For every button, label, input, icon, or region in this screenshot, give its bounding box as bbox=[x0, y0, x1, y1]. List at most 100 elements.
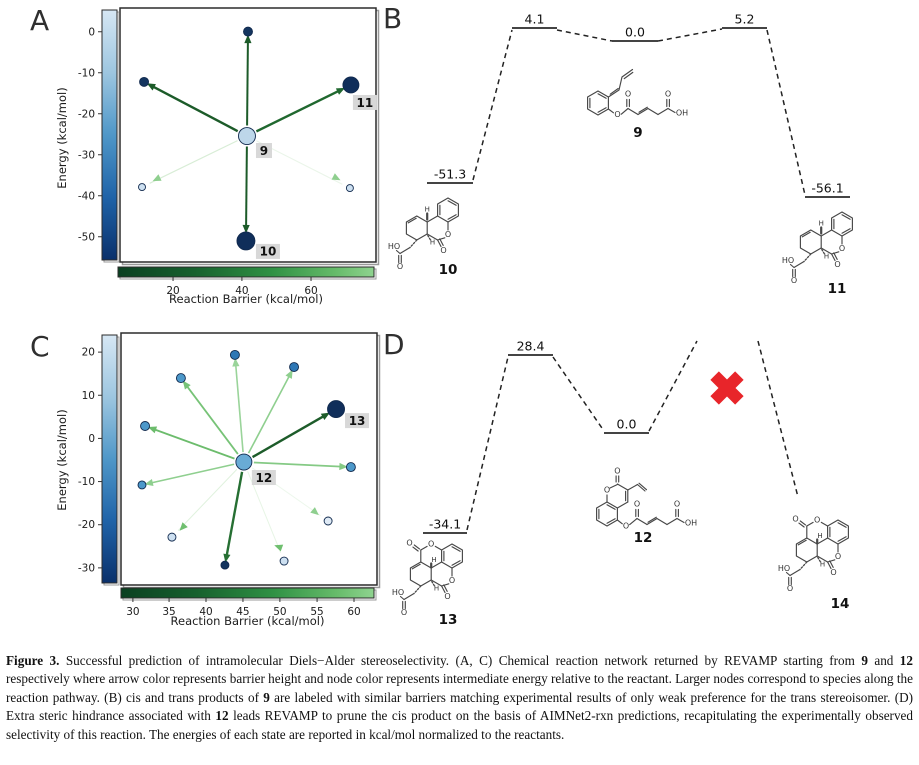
arrowhead bbox=[244, 34, 252, 44]
barrier-arrow bbox=[234, 364, 244, 453]
lactone-ring-oxygen: O bbox=[449, 576, 455, 585]
molecule-11: H O O H HO O 11 bbox=[782, 211, 853, 297]
node-pale-left bbox=[138, 183, 146, 192]
carboxylic-ho: HO bbox=[392, 588, 404, 597]
barrier-arrow bbox=[149, 140, 238, 184]
energy-value-product-13: -34.1 bbox=[429, 517, 461, 532]
barrier-colorbar bbox=[117, 266, 375, 278]
y-tick-label: 20 bbox=[82, 347, 95, 359]
y-axis-label: Energy (kcal/mol) bbox=[55, 409, 69, 510]
node-label: 11 bbox=[357, 96, 374, 110]
x-axis-label: Reaction Barrier (kcal/mol) bbox=[171, 614, 325, 628]
network-panel-C: 12 13 20 10 0 -10 -20 -30 Energy (kcal/mol) 30 35 4… bbox=[55, 332, 381, 628]
half-arrow-marker bbox=[152, 174, 162, 182]
benzene-ring bbox=[587, 90, 609, 116]
red-x-icon bbox=[710, 371, 744, 405]
figure-caption: Figure 3. Successful prediction of intra… bbox=[6, 653, 913, 742]
top-lactone-ring-oxygen: O bbox=[428, 540, 434, 549]
ring-fusion-h-2: H bbox=[820, 561, 825, 569]
compound-label-11: 11 bbox=[828, 281, 847, 297]
ester-oxygen: O bbox=[623, 522, 629, 531]
dashed-connector bbox=[466, 356, 509, 531]
lactone-ring-oxygen: O bbox=[445, 230, 451, 239]
dashed-connector bbox=[648, 340, 698, 432]
compound-label-13: 13 bbox=[439, 612, 458, 628]
x-tick-label: 60 bbox=[347, 606, 360, 618]
node-top-right bbox=[289, 362, 300, 372]
panel-label-b: B bbox=[383, 2, 403, 35]
ester-carbonyl-oxygen: O bbox=[634, 500, 640, 509]
ring-fusion-h: H bbox=[819, 220, 824, 228]
lactone-ring-oxygen: O bbox=[839, 244, 845, 253]
barrier-colorbar bbox=[120, 587, 375, 599]
compound-label-10: 10 bbox=[439, 262, 458, 278]
node-label-bbox bbox=[255, 143, 272, 159]
node-label-bbox bbox=[255, 243, 280, 259]
ester-oxygen: O bbox=[614, 110, 620, 119]
barrier-arrow bbox=[247, 375, 291, 454]
coumarin-carbonyl-oxygen: O bbox=[614, 467, 620, 476]
coumarin-ring-oxygen: O bbox=[604, 486, 610, 495]
arrowhead bbox=[182, 380, 191, 390]
arrowhead bbox=[144, 479, 154, 487]
barrier-arrow bbox=[150, 463, 235, 484]
arrowhead bbox=[232, 357, 240, 367]
top-lactone-carbonyl-oxygen: O bbox=[792, 515, 798, 524]
node-label: 10 bbox=[260, 245, 277, 259]
lactone-carbonyl-oxygen: O bbox=[444, 592, 450, 601]
node-left-upper bbox=[140, 421, 151, 431]
ring-fusion-h: H bbox=[425, 206, 430, 214]
x-tick-label: 20 bbox=[166, 285, 179, 297]
energy-value-reactant-12: 0.0 bbox=[617, 417, 637, 432]
dashed-connector bbox=[556, 29, 613, 42]
barrier-arrow bbox=[255, 89, 340, 133]
dashed-connector bbox=[657, 28, 723, 42]
carboxylic-oxygen: O bbox=[401, 608, 407, 617]
carboxylic-ho: HO bbox=[388, 242, 400, 251]
carboxylic-oxygen: O bbox=[397, 262, 403, 271]
node-right bbox=[345, 462, 356, 473]
node-product-13 bbox=[327, 400, 345, 419]
y-tick-label: -40 bbox=[78, 190, 95, 202]
half-arrow-marker bbox=[179, 522, 188, 531]
lactone-carbonyl-oxygen: O bbox=[440, 246, 446, 255]
compound-label-14: 14 bbox=[831, 596, 850, 612]
lactone-carbonyl-oxygen: O bbox=[834, 260, 840, 269]
energy-diagram-D: -34.1 28.4 0.0 bbox=[423, 339, 799, 534]
node-species-9 bbox=[238, 127, 256, 145]
node-reactant-level bbox=[243, 26, 253, 37]
x-tick-label: 40 bbox=[235, 285, 248, 297]
y-tick-label: -20 bbox=[78, 108, 95, 120]
panel-label-c: C bbox=[30, 330, 50, 363]
node-product-11 bbox=[342, 76, 360, 94]
dashed-connector bbox=[757, 340, 799, 498]
carbonyl-oxygen: O bbox=[625, 90, 631, 99]
hydroxyl-group: OH bbox=[685, 519, 697, 528]
node-pale-right bbox=[345, 184, 354, 193]
network-panel-A: 11 9 10 0 -10 -20 -30 -40 -50 Energy (kcal/mol) 20… bbox=[55, 7, 380, 306]
ring-fusion-h: H bbox=[431, 556, 436, 564]
dashed-connector bbox=[472, 29, 513, 181]
barrier-arrow bbox=[185, 385, 239, 455]
panel-label-a: A bbox=[30, 4, 50, 37]
ring-fusion-h-2: H bbox=[824, 253, 829, 261]
x-tick-label: 45 bbox=[236, 606, 249, 618]
energy-value-ts-to-11: 5.2 bbox=[735, 12, 755, 27]
arrowhead bbox=[147, 426, 158, 434]
node-top bbox=[229, 349, 240, 360]
lactone-ring-oxygen: O bbox=[835, 552, 841, 561]
molecule-14: O O H O O H HO O 14 bbox=[778, 515, 850, 613]
node-bottom-right-pale bbox=[279, 556, 289, 566]
barrier-arrow bbox=[253, 461, 342, 468]
node-left-lower bbox=[137, 480, 147, 490]
acid-carbonyl-oxygen: O bbox=[674, 500, 680, 509]
arrowhead bbox=[320, 412, 330, 420]
dashed-connector bbox=[552, 356, 605, 432]
node-product-10 bbox=[236, 231, 256, 251]
node-label-bbox bbox=[352, 94, 377, 110]
y-tick-label: -10 bbox=[78, 476, 95, 488]
x-tick-label: 40 bbox=[199, 606, 212, 618]
node-label: 9 bbox=[260, 144, 268, 158]
molecule-10: H O O H HO O 10 bbox=[388, 197, 459, 278]
